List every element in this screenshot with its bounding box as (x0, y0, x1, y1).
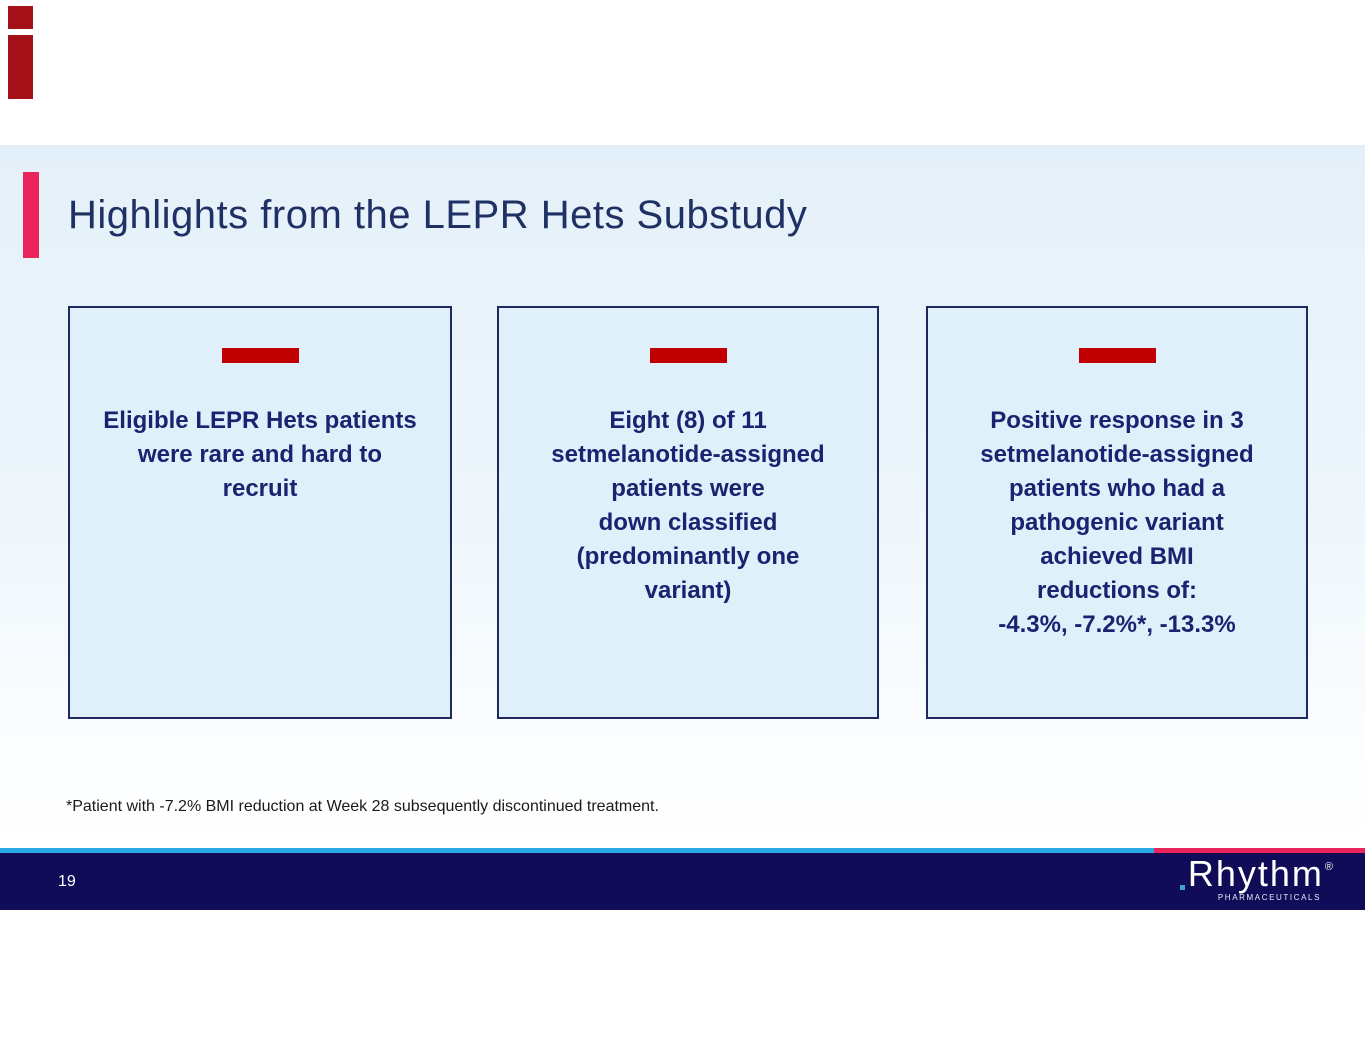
footer-stripe-red (1154, 848, 1365, 853)
content-band: Highlights from the LEPR Hets Substudy E… (0, 145, 1365, 848)
logo-dot-icon (1179, 885, 1185, 890)
card-text: Positive response in 3 setmelanotide-ass… (980, 407, 1254, 638)
registered-trademark-icon: ® (1324, 861, 1333, 873)
logo-wordmark: Rhythm (1187, 853, 1324, 894)
corner-accent-bar (8, 35, 33, 99)
rhythm-logo: Rhythm ® PHARMACEUTICALS (1179, 853, 1333, 902)
logo-subtext: PHARMACEUTICALS (1217, 893, 1321, 902)
logo-wordmark-row: Rhythm ® (1179, 853, 1333, 894)
highlight-card-recruitment: Eligible LEPR Hets patients were rare an… (68, 306, 452, 719)
footer-bar: 19 Rhythm ® PHARMACEUTICALS (0, 853, 1365, 910)
card-accent-bar (649, 348, 727, 363)
page-title: Highlights from the LEPR Hets Substudy (68, 193, 808, 237)
footnote: *Patient with -7.2% BMI reduction at Wee… (66, 798, 659, 815)
footer-stripe (0, 848, 1365, 853)
corner-accent-dot (8, 6, 33, 29)
card-accent-bar (1078, 348, 1156, 363)
card-accent-bar (221, 348, 299, 363)
card-text: Eight (8) of 11 setmelanotide-assigned p… (551, 407, 825, 604)
page-number: 19 (58, 872, 76, 890)
card-text: Eligible LEPR Hets patients were rare an… (103, 407, 417, 502)
highlight-card-bmi-response: Positive response in 3 setmelanotide-ass… (926, 306, 1308, 719)
footer-stripe-cyan (0, 848, 1154, 853)
title-accent-bar (23, 172, 39, 258)
highlight-card-downclassified: Eight (8) of 11 setmelanotide-assigned p… (497, 306, 879, 719)
